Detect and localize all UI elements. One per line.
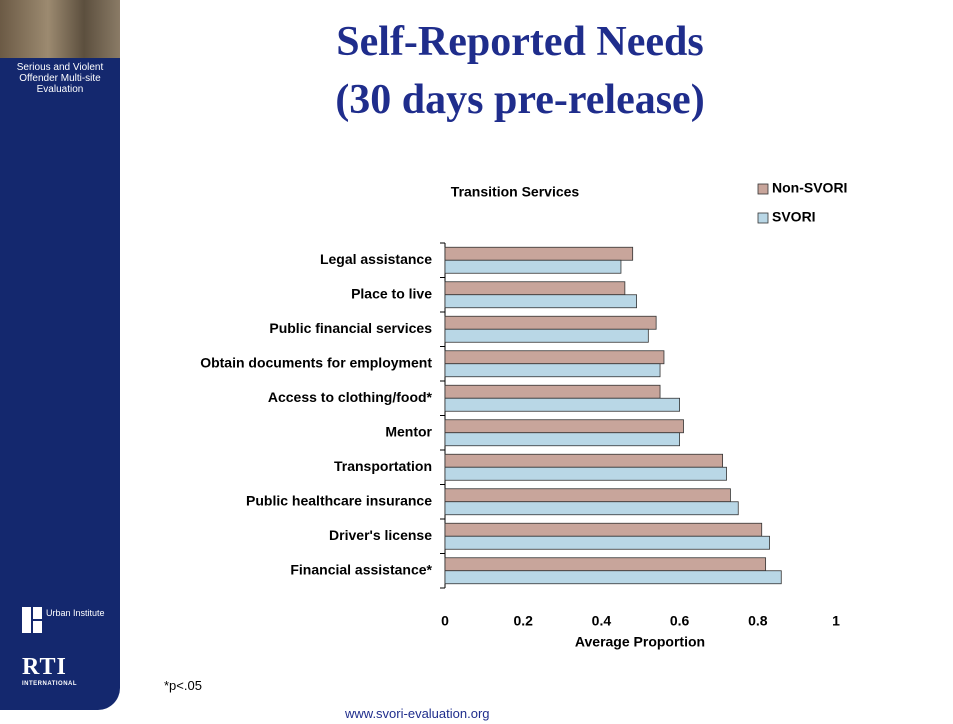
y-tick-label: Public financial services — [269, 320, 432, 336]
bar — [444, 570, 782, 585]
x-tick-label: 0 — [441, 613, 449, 629]
x-tick-label: 0.4 — [592, 613, 612, 629]
y-tick-label: Obtain documents for employment — [200, 354, 432, 370]
footnote: *p<.05 — [164, 678, 202, 693]
bar — [444, 259, 622, 274]
bar — [444, 432, 681, 447]
bar — [444, 557, 767, 572]
sidebar — [0, 0, 120, 710]
x-tick-label: 1 — [832, 613, 840, 629]
sidebar-photo — [0, 0, 120, 58]
y-tick-label: Driver's license — [329, 527, 432, 543]
legend-swatch — [757, 183, 769, 195]
bar — [444, 384, 661, 399]
bar — [444, 315, 657, 330]
rti-logo: RTI — [22, 654, 67, 680]
y-tick-label: Public healthcare insurance — [246, 492, 432, 508]
x-axis-label: Average Proportion — [575, 634, 705, 650]
y-tick-label: Mentor — [385, 423, 432, 439]
bar — [444, 501, 739, 516]
x-tick-label: 0.8 — [748, 613, 768, 629]
legend-swatch — [757, 212, 769, 224]
bar — [444, 397, 681, 412]
urban-logo-text: Urban Institute — [46, 608, 105, 618]
bar — [444, 466, 727, 481]
bar — [444, 453, 724, 468]
urban-logo-icon — [22, 607, 42, 633]
legend-label: Non-SVORI — [772, 180, 847, 196]
bar — [444, 350, 665, 365]
slide-title: Self-Reported Needs — [336, 19, 704, 65]
bar — [444, 294, 637, 309]
y-tick-label: Legal assistance — [320, 251, 432, 267]
bar — [444, 363, 661, 378]
footer-url: www.svori-evaluation.org — [345, 706, 490, 721]
bar — [444, 535, 770, 550]
bar — [444, 281, 626, 296]
y-tick-label: Access to clothing/food* — [268, 389, 433, 405]
x-tick-label: 0.2 — [513, 613, 533, 629]
rti-logo-sub: INTERNATIONAL — [22, 681, 78, 687]
slide-title: (30 days pre-release) — [335, 77, 705, 123]
bar — [444, 419, 684, 434]
chart-title: Transition Services — [451, 184, 580, 200]
bar — [444, 522, 763, 537]
y-tick-label: Transportation — [334, 458, 432, 474]
y-tick-label: Financial assistance* — [290, 561, 432, 577]
bar — [444, 488, 731, 503]
y-tick-label: Place to live — [351, 285, 432, 301]
legend-label: SVORI — [772, 209, 816, 225]
sidebar-text: Serious and Violent Offender Multi-site … — [16, 62, 104, 95]
bar — [444, 328, 649, 343]
x-tick-label: 0.6 — [670, 613, 690, 629]
bar — [444, 246, 634, 261]
